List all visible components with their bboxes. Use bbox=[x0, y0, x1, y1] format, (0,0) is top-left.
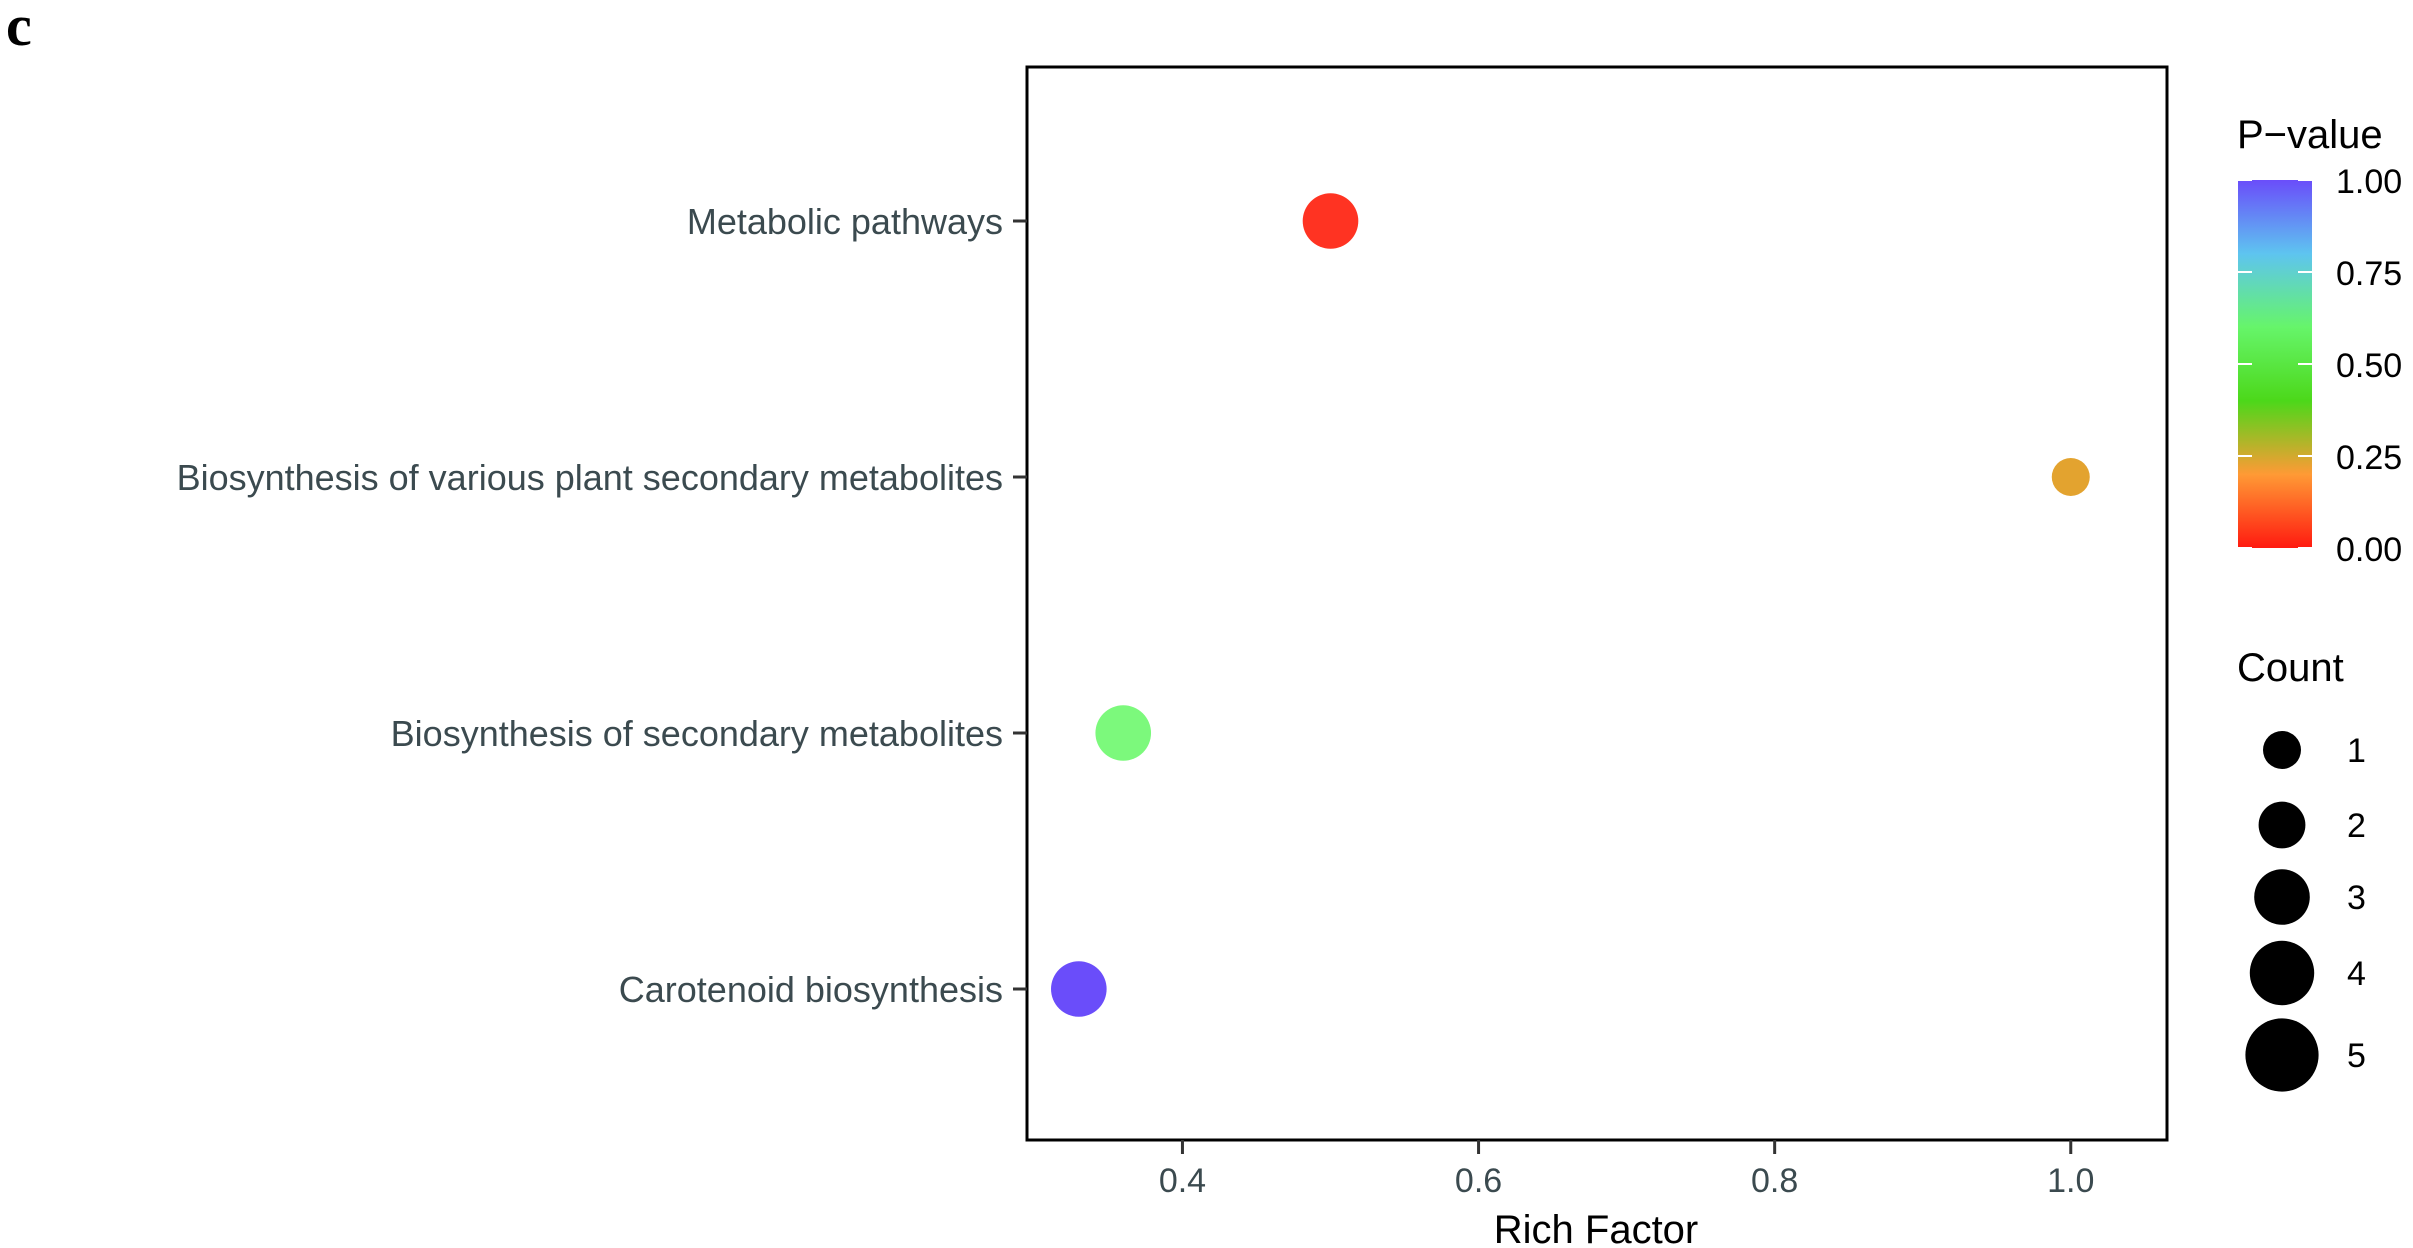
size-key-label: 5 bbox=[2347, 1037, 2366, 1075]
x-tick-label: 1.0 bbox=[2047, 1162, 2094, 1200]
category-label: Metabolic pathways bbox=[687, 201, 1003, 242]
category-axis: Metabolic pathways Biosynthesis of variou… bbox=[177, 201, 1027, 1010]
size-key-circle bbox=[2254, 869, 2310, 925]
color-tick-label: 0.75 bbox=[2336, 255, 2402, 293]
bubble-point bbox=[1095, 705, 1152, 761]
color-tick-label: 0.25 bbox=[2336, 439, 2402, 477]
size-key-label: 4 bbox=[2347, 955, 2366, 993]
color-legend-ticks: 1.00 0.75 0.50 0.25 0.00 bbox=[2238, 163, 2402, 569]
size-key-label: 1 bbox=[2347, 732, 2366, 770]
size-key-label: 2 bbox=[2347, 807, 2366, 845]
size-key-circle bbox=[2245, 1018, 2319, 1092]
color-legend: P−value 1.00 0.75 0.50 0.25 0.00 bbox=[2237, 113, 2402, 569]
size-key-label: 3 bbox=[2347, 879, 2366, 917]
size-key-circle bbox=[2263, 731, 2301, 769]
panel-label: c bbox=[6, 0, 32, 58]
size-key-circle bbox=[2258, 801, 2306, 849]
category-label: Biosynthesis of various plant secondary … bbox=[177, 457, 1003, 498]
x-tick-label: 0.8 bbox=[1751, 1162, 1798, 1200]
x-tick-label: 0.6 bbox=[1455, 1162, 1502, 1200]
plot-panel bbox=[1025, 65, 2169, 1142]
bubble-point bbox=[2051, 458, 2090, 496]
color-tick-label: 0.50 bbox=[2336, 347, 2402, 385]
size-legend: Count 1 2 3 4 5 bbox=[2237, 646, 2366, 1092]
x-axis-title: Rich Factor bbox=[1494, 1208, 1699, 1248]
color-legend-title: P−value bbox=[2237, 113, 2383, 157]
color-tick-label: 0.00 bbox=[2336, 531, 2402, 569]
x-axis: 0.4 0.6 0.8 1.0 bbox=[1159, 1140, 2094, 1200]
category-label: Carotenoid biosynthesis bbox=[619, 969, 1003, 1010]
category-label: Biosynthesis of secondary metabolites bbox=[391, 713, 1003, 754]
bubble-point bbox=[1302, 193, 1359, 249]
bubble-point bbox=[1051, 961, 1107, 1017]
color-tick-label: 1.00 bbox=[2336, 163, 2402, 201]
size-key-circle bbox=[2249, 940, 2315, 1006]
size-legend-keys: 1 2 3 4 5 bbox=[2245, 731, 2366, 1092]
x-tick-label: 0.4 bbox=[1159, 1162, 1206, 1200]
bubble-series bbox=[1051, 193, 2090, 1017]
size-legend-title: Count bbox=[2237, 646, 2344, 690]
